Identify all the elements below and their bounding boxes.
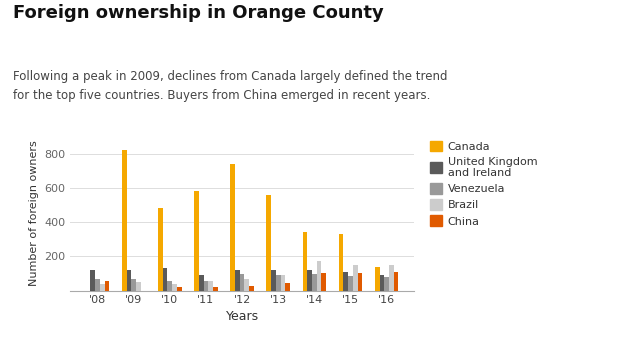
Bar (384, 277, 389, 290)
Bar (271, 270, 276, 290)
Bar (343, 272, 348, 290)
Legend: Canada, United Kingdom
and Ireland, Venezuela, Brazil, China: Canada, United Kingdom and Ireland, Vene… (430, 140, 538, 226)
Bar (194, 191, 199, 290)
Bar (177, 287, 182, 290)
Bar (380, 275, 384, 290)
Bar (168, 281, 172, 290)
Bar (208, 281, 213, 290)
Bar (357, 273, 362, 290)
Bar (199, 275, 204, 290)
Bar (348, 276, 353, 290)
Bar (213, 287, 218, 290)
Bar (317, 261, 322, 290)
Bar (389, 265, 394, 290)
Bar (339, 234, 343, 290)
Bar (307, 270, 312, 290)
Bar (162, 268, 168, 290)
X-axis label: Years: Years (225, 309, 259, 323)
Bar (249, 286, 254, 290)
Bar (394, 272, 398, 290)
Bar (136, 282, 141, 290)
Bar (240, 274, 245, 290)
Bar (131, 279, 136, 290)
Bar (100, 284, 104, 290)
Bar (303, 232, 307, 290)
Bar (322, 273, 326, 290)
Bar (158, 208, 162, 290)
Bar (90, 270, 95, 290)
Bar (204, 281, 208, 290)
Bar (375, 267, 380, 290)
Bar (353, 265, 357, 290)
Text: Foreign ownership in Orange County: Foreign ownership in Orange County (13, 4, 383, 21)
Bar (266, 195, 271, 290)
Bar (245, 279, 249, 290)
Bar (312, 274, 317, 290)
Bar (285, 283, 290, 290)
Bar (104, 281, 109, 290)
Bar (231, 164, 235, 290)
Bar (122, 150, 127, 290)
Y-axis label: Number of foreign owners: Number of foreign owners (29, 141, 38, 286)
Bar (95, 279, 100, 290)
Bar (127, 270, 131, 290)
Bar (235, 270, 240, 290)
Bar (172, 284, 177, 290)
Bar (276, 275, 280, 290)
Text: Following a peak in 2009, declines from Canada largely defined the trend
for the: Following a peak in 2009, declines from … (13, 70, 447, 102)
Bar (280, 275, 285, 290)
